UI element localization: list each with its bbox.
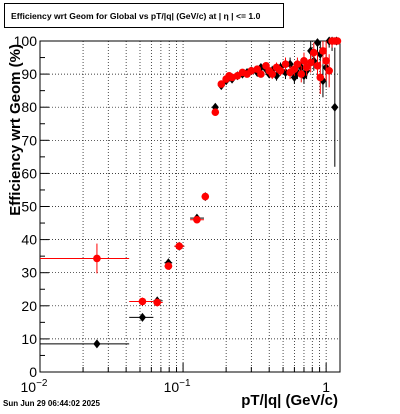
y-tick-label: 50 [21, 199, 37, 215]
y-tick-label: 10 [21, 331, 37, 347]
data-point [201, 192, 210, 201]
data-point [93, 339, 101, 349]
data-point [331, 102, 339, 112]
y-tick-label: 80 [21, 99, 37, 115]
data-point [247, 66, 256, 75]
data-point [300, 57, 308, 65]
x-tick-label-exponent: −1 [179, 378, 191, 389]
x-tick-label-base: 1 [322, 379, 330, 395]
y-tick-label: 0 [29, 364, 37, 380]
data-point [175, 242, 184, 251]
data-point [322, 57, 330, 65]
y-tick-label: 20 [21, 298, 37, 314]
x-axis-title: pT/|q| (GeV/c) [241, 392, 338, 409]
data-point [211, 108, 220, 116]
chart-title-box: Efficiency wrt Geom for Global vs pT/|q|… [4, 3, 284, 28]
y-tick-label: 30 [21, 265, 37, 281]
x-tick-label-base: 10 [21, 379, 37, 395]
data-series [40, 36, 342, 349]
y-tick-label: 40 [21, 232, 37, 248]
axis-ticks [39, 40, 327, 373]
data-point [93, 254, 101, 263]
data-point [257, 70, 265, 78]
data-point [138, 297, 147, 306]
y-tick-label: 60 [21, 165, 37, 181]
data-point [306, 58, 315, 67]
x-tick-label-exponent: −2 [36, 378, 48, 389]
data-point [325, 66, 333, 75]
data-point [313, 38, 322, 48]
chart-title: Efficiency wrt Geom for Global vs pT/|q|… [11, 10, 261, 21]
x-tick-label: 1 [322, 379, 330, 395]
data-point [316, 73, 325, 82]
x-tick-label: 10−2 [21, 378, 48, 395]
x-tick-label: 10−1 [164, 378, 191, 395]
data-point [310, 48, 318, 57]
data-point [193, 215, 201, 224]
data-point [297, 70, 306, 78]
y-tick-label: 70 [21, 132, 37, 148]
data-point [164, 262, 173, 270]
data-point [319, 47, 327, 55]
data-point [138, 312, 147, 322]
y-tick-label: 90 [21, 66, 37, 82]
grid [40, 41, 340, 372]
data-point [293, 60, 302, 68]
timestamp-footer: Sun Jun 29 06:44:02 2025 [3, 399, 100, 408]
x-tick-label-base: 10 [164, 379, 180, 395]
data-point [313, 62, 322, 70]
data-point [333, 37, 342, 45]
series-1 [40, 37, 342, 307]
data-point [319, 76, 327, 86]
data-point [281, 60, 290, 68]
y-axis-title: Efficiency wrt Geom (%) [7, 44, 24, 216]
y-tick-label: 100 [14, 33, 38, 49]
data-point [286, 59, 294, 69]
data-point [153, 298, 162, 307]
data-point [268, 70, 277, 78]
data-point [276, 66, 285, 75]
data-point [217, 80, 226, 88]
